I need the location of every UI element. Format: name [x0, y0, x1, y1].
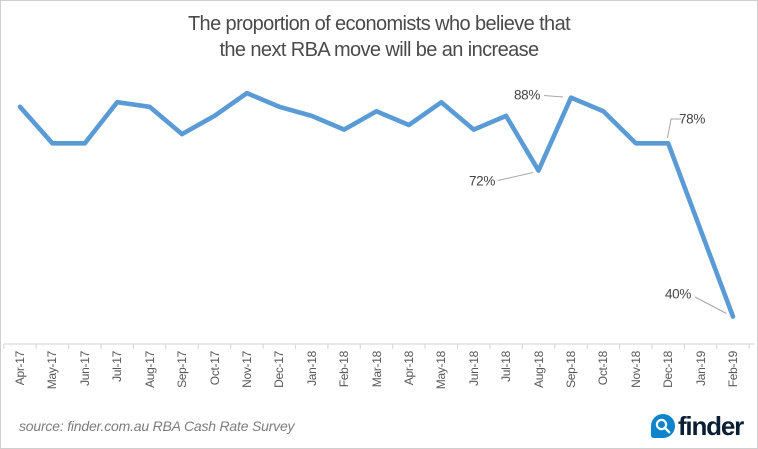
x-axis-label: Jul-18: [499, 351, 514, 382]
x-axis-label: Nov-17: [239, 351, 254, 388]
x-axis-label: Aug-17: [142, 351, 157, 388]
x-axis-label: Mar-18: [369, 351, 384, 388]
data-label: 40%: [664, 286, 692, 302]
x-axis-label: Oct-18: [596, 351, 611, 386]
data-label: 78%: [678, 111, 706, 127]
chart-title: The proportion of economists who believe…: [1, 11, 757, 63]
x-axis-label: Jan-18: [304, 351, 319, 386]
x-axis-label: Apr-18: [401, 351, 416, 386]
x-axis-label: Apr-17: [13, 351, 27, 386]
x-axis-label: Feb-18: [337, 351, 352, 388]
x-axis-label: Jul-17: [110, 351, 125, 382]
x-axis-label: Feb-19: [726, 351, 740, 388]
chart-title-line2: the next RBA move will be an increase: [219, 39, 539, 61]
magnifier-icon: [650, 414, 675, 438]
x-axis-label: Sep-17: [175, 351, 189, 388]
finder-logo-text: finder: [677, 411, 744, 441]
x-axis-label: Jan-19: [693, 351, 708, 386]
finder-logo: finder: [650, 411, 744, 441]
x-axis-label: Dec-18: [661, 351, 676, 388]
chart-title-line1: The proportion of economists who believe…: [187, 13, 571, 35]
x-axis-label: Aug-18: [531, 351, 546, 388]
x-axis-label: May-17: [45, 351, 60, 390]
x-axis-label: May-18: [434, 351, 449, 390]
x-axis-label: Oct-17: [207, 351, 222, 386]
x-axis-label: Dec-17: [272, 351, 287, 388]
source-caption: source: finder.com.au RBA Cash Rate Surv…: [19, 418, 295, 434]
data-label: 72%: [468, 173, 496, 189]
data-label: 88%: [513, 87, 541, 103]
x-axis-label: Nov-18: [628, 351, 643, 388]
x-axis-label: Sep-18: [564, 351, 578, 388]
x-axis-label: Jun-18: [466, 351, 481, 386]
x-axis-label: Jun-17: [77, 351, 92, 386]
